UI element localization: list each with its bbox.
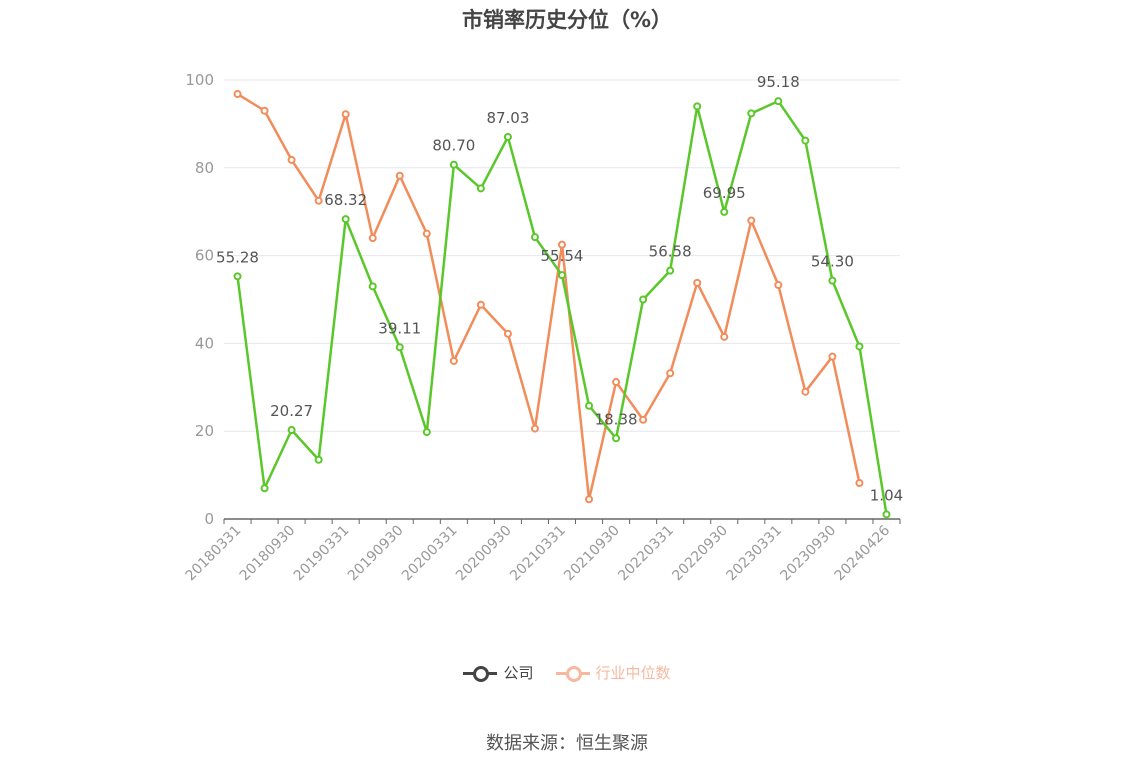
data-point-industry-median <box>720 332 729 341</box>
data-point-company <box>368 282 377 291</box>
data-point-company <box>774 97 783 106</box>
data-label: 18.38 <box>595 410 638 428</box>
x-tick-label: 20190930 <box>345 523 407 585</box>
data-label: 95.18 <box>757 73 800 91</box>
x-tick-label: 20220930 <box>669 523 731 585</box>
y-tick-label: 80 <box>195 159 214 177</box>
data-point-company <box>476 184 485 193</box>
data-label: 39.11 <box>378 319 421 337</box>
data-label: 55.54 <box>541 247 584 265</box>
x-tick-label: 20180331 <box>183 523 245 585</box>
data-point-company <box>558 271 566 280</box>
data-point-industry-median <box>801 387 810 396</box>
data-label: 20.27 <box>270 402 313 420</box>
data-point-company <box>882 510 891 519</box>
data-label: 80.70 <box>432 137 475 155</box>
y-tick-label: 0 <box>204 510 214 528</box>
x-tick-label: 20230930 <box>778 523 840 585</box>
data-point-industry-median <box>828 352 837 361</box>
legend: 公司 行业中位数 <box>0 662 1134 683</box>
data-point-industry-median <box>693 278 702 287</box>
x-tick-label: 20240426 <box>832 522 894 584</box>
data-point-industry-median <box>530 424 539 433</box>
data-point-company <box>612 434 621 443</box>
data-point-industry-median <box>341 110 350 119</box>
x-tick-label: 20190331 <box>291 523 353 585</box>
x-tick-label: 20230331 <box>723 523 785 585</box>
data-point-company <box>449 160 458 169</box>
x-tick-label: 20220331 <box>615 523 677 585</box>
y-tick-label: 20 <box>195 422 214 440</box>
data-point-industry-median <box>395 171 404 180</box>
data-label: 56.58 <box>649 243 692 261</box>
data-label: 68.32 <box>324 191 367 209</box>
data-point-company <box>693 102 702 111</box>
data-point-industry-median <box>558 240 566 249</box>
legend-label: 行业中位数 <box>595 664 671 682</box>
legend-line-icon <box>555 663 590 683</box>
data-point-industry-median <box>368 234 377 243</box>
data-point-industry-median <box>503 329 512 338</box>
x-tick-label: 20200331 <box>399 523 461 585</box>
data-point-industry-median <box>855 479 864 488</box>
data-point-industry-median <box>639 415 648 424</box>
data-point-company <box>666 266 675 275</box>
legend-item-company[interactable]: 公司 <box>463 662 534 683</box>
series-line-company <box>236 99 888 515</box>
series-line-industry-median <box>236 92 861 501</box>
data-label: 1.04 <box>870 486 903 504</box>
data-source-note: 数据来源：恒生聚源 <box>486 733 648 754</box>
data-point-company <box>639 295 648 304</box>
data-point-industry-median <box>476 300 485 309</box>
y-tick-label: 40 <box>195 334 214 352</box>
data-point-industry-median <box>314 196 323 205</box>
legend-line-icon <box>463 663 498 683</box>
data-point-company <box>828 276 837 285</box>
data-label: 87.03 <box>486 109 529 127</box>
data-point-company <box>422 428 431 437</box>
data-point-company <box>855 342 864 351</box>
data-label: 54.30 <box>811 253 854 271</box>
x-tick-label: 20180930 <box>237 523 299 585</box>
y-tick-label: 60 <box>195 247 214 265</box>
legend-label: 公司 <box>503 664 534 682</box>
data-point-industry-median <box>449 356 458 365</box>
data-point-industry-median <box>287 155 296 164</box>
data-point-industry-median <box>585 495 594 504</box>
data-point-industry-median <box>774 281 783 290</box>
data-point-company <box>314 455 323 464</box>
legend-item-industry-median[interactable]: 行业中位数 <box>555 662 671 683</box>
data-point-company <box>233 272 242 281</box>
data-point-industry-median <box>422 229 431 238</box>
data-point-industry-median <box>260 106 269 115</box>
data-point-industry-median <box>233 90 242 99</box>
x-tick-label: 20210930 <box>561 523 623 585</box>
x-tick-label: 20210331 <box>507 523 569 585</box>
data-point-industry-median <box>612 378 621 387</box>
chart-title: 市销率历史分位（%） <box>461 8 673 32</box>
data-point-company <box>395 343 404 352</box>
data-point-company <box>585 401 594 410</box>
data-point-company <box>747 109 756 118</box>
y-tick-label: 100 <box>185 71 214 89</box>
data-point-company <box>720 207 729 216</box>
data-point-company <box>341 215 350 224</box>
x-tick-label: 20200930 <box>453 523 515 585</box>
data-point-company <box>260 484 269 493</box>
data-point-company <box>530 233 539 242</box>
data-label: 55.28 <box>216 248 259 266</box>
data-point-company <box>801 136 810 145</box>
data-point-industry-median <box>747 216 756 225</box>
data-label: 69.95 <box>703 184 746 202</box>
data-point-company <box>503 132 512 141</box>
data-point-company <box>287 426 296 435</box>
data-point-industry-median <box>666 369 675 378</box>
